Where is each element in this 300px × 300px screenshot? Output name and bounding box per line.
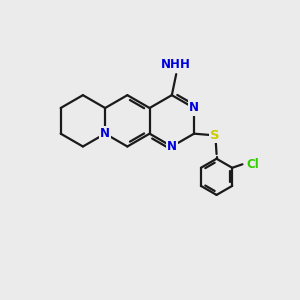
Text: H: H <box>179 58 189 70</box>
Text: N: N <box>167 140 177 153</box>
Text: N: N <box>189 101 199 115</box>
Text: S: S <box>210 129 220 142</box>
Text: N: N <box>100 127 110 140</box>
Text: NH: NH <box>161 58 181 70</box>
Text: Cl: Cl <box>246 158 259 171</box>
